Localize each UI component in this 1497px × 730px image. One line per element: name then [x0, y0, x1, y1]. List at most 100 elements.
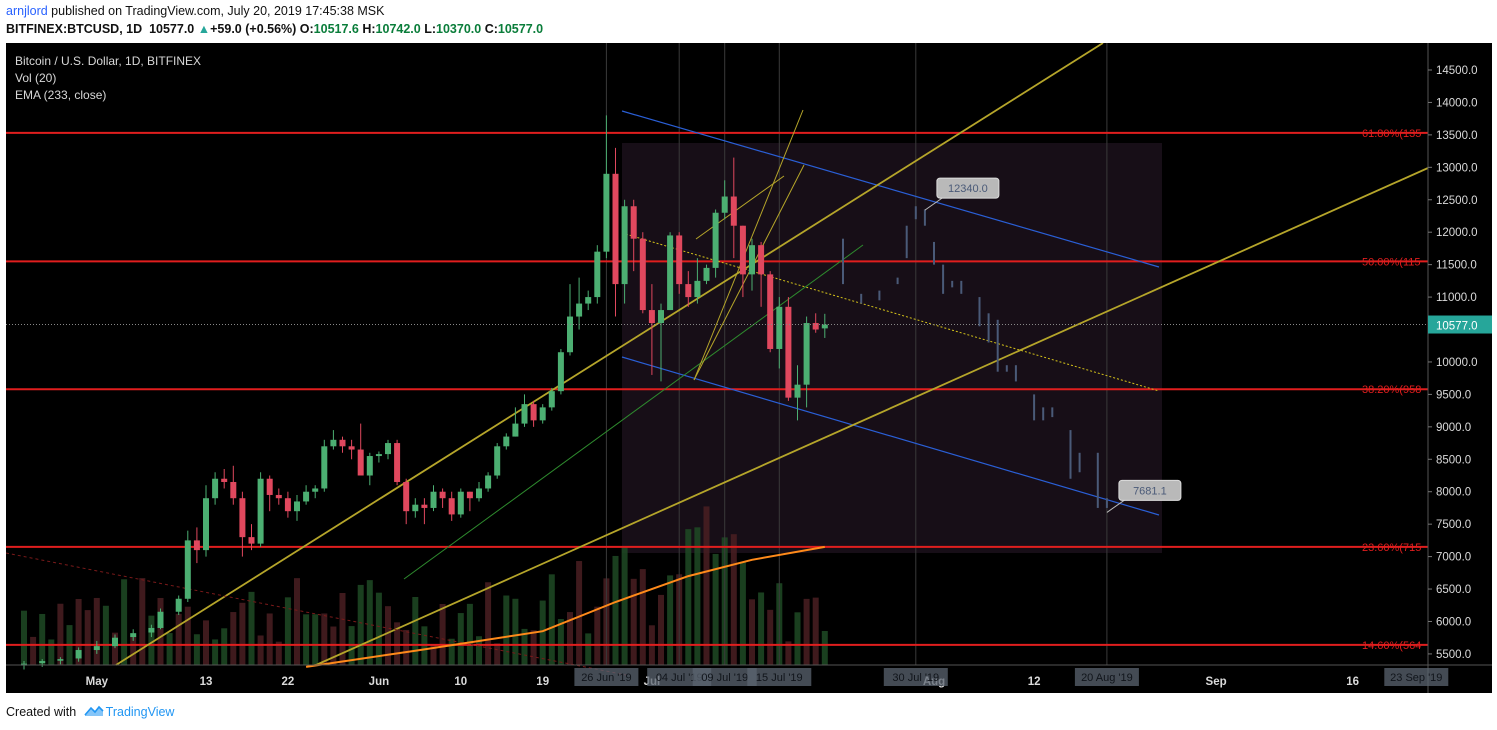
price-tick-label: 14500.0 [1436, 65, 1478, 77]
date-tag-label: 23 Sep '19 [1390, 672, 1442, 684]
candle-body [457, 491, 464, 515]
created-with-label: Created with [6, 705, 77, 719]
price-tick-label: 13500.0 [1436, 130, 1478, 142]
date-tag-label: 15 Jul '19 [756, 672, 803, 684]
candle-body [785, 306, 792, 398]
volume-bar [30, 636, 37, 665]
candle-body [576, 303, 583, 317]
candle-body [530, 404, 537, 421]
candle-body [112, 637, 118, 647]
chart-area[interactable]: 61.80%(135 50.00%(115 38.20%(958 23.60%(715… [5, 42, 1492, 693]
channel-mid-line [621, 232, 1160, 392]
trend-line [115, 42, 1104, 666]
volume-bar [812, 597, 819, 665]
volume-bar [585, 633, 592, 665]
trend-line [693, 109, 804, 381]
projection-bar [1014, 365, 1017, 382]
projection-bar [923, 209, 926, 226]
time-tick-label: 13 [200, 676, 213, 688]
channel-upper-line [621, 110, 1160, 268]
trend-line [403, 244, 864, 580]
volume-bar [321, 613, 328, 665]
date-tag-label: 20 Aug '19 [1081, 672, 1133, 684]
volume-bar [221, 628, 228, 665]
date-tag-label: 04 Jul '19 [656, 672, 703, 684]
candle-body [212, 478, 219, 499]
candle-body [676, 235, 683, 285]
time-tick-label: 16 [1346, 676, 1359, 688]
candle-body [639, 238, 646, 311]
projection-bar [914, 206, 917, 220]
candle-body [803, 323, 810, 385]
volume-bar [730, 534, 737, 665]
volume-bar [448, 638, 455, 665]
price-tick-label: 13000.0 [1436, 162, 1478, 174]
candle-body [466, 491, 473, 499]
projection-bar [960, 280, 963, 294]
price-tick-label: 8000.0 [1436, 487, 1471, 499]
price-tick-label: 7000.0 [1436, 552, 1471, 564]
published-text: published on TradingView.com, July 20, 2… [47, 4, 385, 18]
candle-body [230, 481, 237, 499]
candle-body [193, 540, 200, 551]
volume-bar [284, 597, 291, 665]
date-tag-label: 30 Jul '19 [892, 672, 939, 684]
volume-bar [685, 529, 692, 665]
candle-body [539, 407, 546, 421]
price-tick-label: 8500.0 [1436, 454, 1471, 466]
volume-bar [476, 636, 482, 665]
candle-body [403, 481, 410, 512]
volume-bar [630, 578, 637, 665]
projection-bar [905, 225, 908, 259]
projection-bar [1005, 365, 1008, 372]
projection-bar [951, 280, 954, 288]
candle-body [430, 491, 437, 508]
projection-bar [860, 293, 863, 304]
volume-bar [75, 598, 82, 665]
candle-body [257, 478, 264, 544]
candle-body [348, 446, 355, 450]
date-tag-bg [747, 668, 812, 686]
price-tick-label: 11000.0 [1436, 292, 1477, 304]
channel-lower-line [621, 356, 1160, 516]
high-value: 10742.0 [375, 22, 421, 36]
candle-body [721, 196, 728, 213]
author-link[interactable]: arnjlord [6, 4, 48, 18]
price-chart-svg[interactable]: 61.80%(135 50.00%(115 38.20%(958 23.60%(715… [5, 42, 1492, 693]
volume-bar [621, 546, 628, 665]
volume-bar [385, 606, 391, 665]
volume-bar [112, 632, 118, 665]
ohlc-header: BITFINEX:BTCUSD, 1D 10577.0 ▲+59.0 (+0.5… [6, 22, 544, 36]
volume-bar [667, 575, 674, 665]
candle-body [648, 310, 655, 324]
projection-bar [978, 297, 981, 327]
candle-body [203, 498, 209, 551]
volume-bar [512, 598, 519, 665]
volume-bar [121, 579, 128, 665]
volume-bar [567, 612, 573, 665]
projection-bar [1078, 452, 1081, 473]
candle-body [521, 404, 528, 424]
date-tag-bg [1384, 668, 1449, 686]
tradingview-link[interactable]: TradingView [105, 705, 175, 719]
volume-bar [230, 612, 237, 665]
volume-bar [48, 639, 55, 665]
candle-body [294, 501, 300, 512]
candle-body [794, 384, 801, 398]
price-tick-label: 12000.0 [1436, 227, 1478, 239]
volume-bar [275, 641, 282, 665]
candle-body [812, 323, 819, 330]
candle-body [385, 443, 391, 455]
projection-bar [933, 241, 935, 265]
time-tick-label: Sep [1206, 676, 1227, 688]
candle-body [658, 310, 664, 324]
legend-title: Bitcoin / U.S. Dollar, 1D, BITFINEX [15, 54, 201, 68]
footer: Created with TradingView [6, 705, 174, 720]
volume-bar [749, 599, 755, 665]
volume-bar [576, 561, 583, 665]
candle-body [512, 423, 519, 437]
volume-bar [212, 639, 219, 665]
candle-body [439, 491, 446, 499]
volume-bar [694, 527, 701, 665]
candle-body [266, 478, 273, 495]
